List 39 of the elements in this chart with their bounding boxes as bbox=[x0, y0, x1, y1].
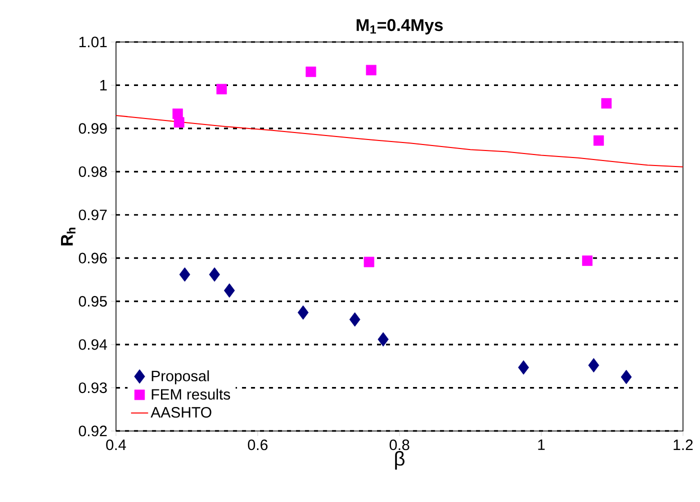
point bbox=[209, 267, 220, 282]
y-tick-label: 1 bbox=[100, 80, 107, 90]
y-tick-label: 0.92 bbox=[78, 426, 107, 436]
y-tick-label: 0.95 bbox=[78, 296, 107, 307]
point bbox=[179, 267, 190, 282]
point bbox=[593, 135, 604, 146]
x-tick-label: 1.2 bbox=[674, 440, 693, 450]
point bbox=[298, 305, 309, 320]
x-tick-label: 0.8 bbox=[390, 440, 410, 450]
point bbox=[364, 256, 374, 268]
point bbox=[366, 64, 376, 76]
line-series bbox=[116, 114, 684, 168]
y-tick-label: 0.96 bbox=[78, 252, 107, 264]
point bbox=[588, 358, 600, 372]
point bbox=[378, 332, 389, 347]
y-tick-label: 0.98 bbox=[78, 166, 107, 177]
point bbox=[216, 84, 227, 94]
legend-label: FEM results bbox=[152, 388, 230, 400]
point bbox=[224, 283, 235, 298]
x-axis-title: β bbox=[395, 451, 404, 470]
y-tick-label: 0.93 bbox=[78, 382, 107, 394]
y-tick-label: 0.94 bbox=[78, 339, 108, 350]
x-tick-label: 0.6 bbox=[248, 440, 268, 450]
legend-label: Proposal bbox=[152, 370, 209, 384]
y-tick-label: 0.97 bbox=[78, 210, 107, 220]
point bbox=[620, 370, 632, 384]
chart-title: M$_{1}$=0.4Mys bbox=[356, 19, 443, 34]
point bbox=[349, 312, 360, 327]
point bbox=[582, 255, 593, 266]
y-axis-title: R$_{h}$ bbox=[61, 228, 76, 246]
point bbox=[601, 98, 612, 109]
x-tick-label: 0.4 bbox=[106, 440, 126, 450]
y-tick-label: 1.01 bbox=[79, 36, 107, 48]
point bbox=[518, 360, 529, 375]
point bbox=[174, 117, 184, 128]
y-tick-label: 0.99 bbox=[78, 123, 107, 134]
point bbox=[306, 66, 316, 78]
x-tick-label: 1 bbox=[538, 440, 545, 450]
legend-label: AASHTO bbox=[150, 407, 212, 418]
